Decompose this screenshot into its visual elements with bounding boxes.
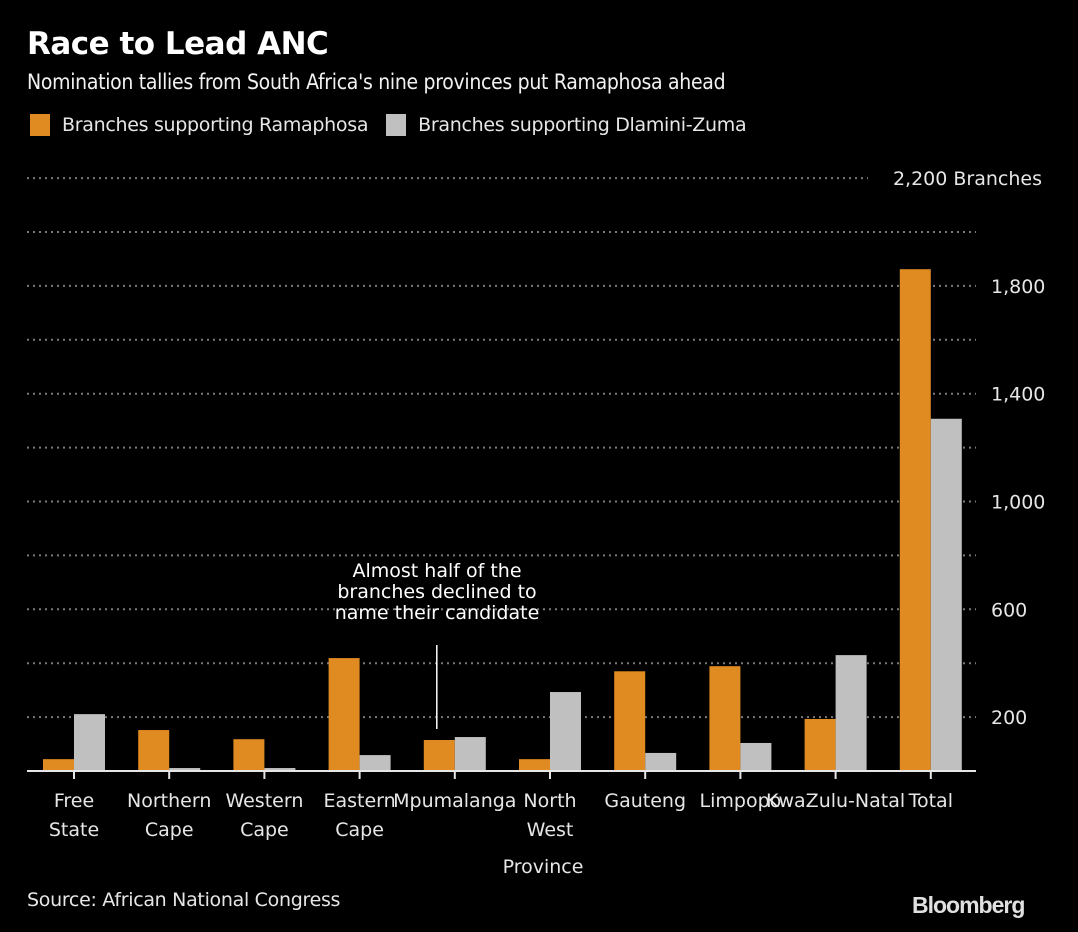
- bar-ramaphosa-0: [43, 759, 74, 771]
- bar-dlamini-zuma-8: [835, 655, 867, 771]
- bar-dlamini-zuma-5: [550, 692, 581, 771]
- legend-item-dlamini-zuma: Branches supporting Dlamini-Zuma: [386, 114, 747, 136]
- annotation-text: branches declined to: [337, 581, 536, 603]
- legend-item-ramaphosa: Branches supporting Ramaphosa: [30, 114, 368, 136]
- x-tick-label: Eastern: [323, 790, 395, 812]
- legend-label-ramaphosa: Branches supporting Ramaphosa: [62, 114, 369, 136]
- bar-ramaphosa-9: [899, 269, 931, 771]
- bar-ramaphosa-3: [328, 658, 360, 771]
- x-tick-label: Total: [908, 790, 953, 812]
- x-axis-title: Province: [503, 856, 584, 878]
- source-note: Source: African National Congress: [27, 889, 341, 911]
- bars: [43, 269, 962, 771]
- legend-swatch-dlamini-zuma: [386, 114, 407, 136]
- x-tick-labels: Free State Northern Cape Western Cape Eastern C…: [49, 790, 953, 841]
- x-tick-label-line2: Cape: [240, 819, 289, 841]
- bar-ramaphosa-5: [519, 759, 550, 771]
- chart-subtitle: Nomination tallies from South Africa's n…: [27, 70, 726, 94]
- bar-dlamini-zuma-3: [359, 755, 391, 771]
- bar-dlamini-zuma-1: [169, 768, 201, 771]
- bar-ramaphosa-6: [614, 671, 646, 771]
- y-tick-label: 200: [991, 707, 1027, 729]
- annotation-text: name their candidate: [335, 602, 540, 624]
- x-tick-label: Free: [54, 790, 94, 812]
- bar-ramaphosa-7: [709, 666, 741, 771]
- gridlines: [27, 177, 976, 719]
- bar-ramaphosa-1: [138, 730, 170, 771]
- y-tick-label: 1,400: [991, 384, 1045, 406]
- legend-swatch-ramaphosa: [30, 114, 50, 136]
- bar-dlamini-zuma-9: [930, 418, 962, 771]
- x-axis: [27, 770, 976, 779]
- bar-dlamini-zuma-4: [454, 737, 486, 771]
- bar-ramaphosa-4: [423, 740, 455, 771]
- x-tick-label: Northern: [127, 790, 211, 812]
- annotation-text: Almost half of the: [352, 560, 521, 582]
- bloomberg-logo: Bloomberg: [912, 892, 1025, 918]
- y-tick-label: 1,000: [991, 492, 1045, 514]
- x-tick-label-line2: Cape: [145, 819, 194, 841]
- bar-ramaphosa-8: [804, 718, 836, 771]
- x-tick-label: North: [523, 790, 576, 812]
- x-tick-label-line2: Cape: [335, 819, 384, 841]
- x-tick-label: Western: [225, 790, 303, 812]
- y-tick-label: 2,200 Branches: [893, 168, 1042, 190]
- bar-dlamini-zuma-7: [740, 742, 772, 771]
- x-tick-label: KwaZulu-Natal: [766, 790, 905, 812]
- x-tick-label-line2: State: [49, 819, 99, 841]
- bar-dlamini-zuma-0: [74, 714, 105, 771]
- chart-title: Race to Lead ANC: [27, 26, 329, 62]
- legend-label-dlamini-zuma: Branches supporting Dlamini-Zuma: [418, 114, 747, 136]
- bar-ramaphosa-2: [233, 739, 265, 771]
- x-tick-label: Gauteng: [604, 790, 686, 812]
- legend: Branches supporting Ramaphosa Branches s…: [30, 114, 764, 136]
- bar-dlamini-zuma-2: [264, 768, 296, 771]
- y-tick-label: 600: [991, 599, 1027, 621]
- bar-dlamini-zuma-6: [645, 752, 677, 771]
- y-tick-labels: 200 600 1,000 1,400 1,800 2,200 Branches: [893, 168, 1045, 729]
- x-tick-label: Mpumalanga: [393, 790, 516, 812]
- x-tick-label-line2: West: [527, 819, 574, 841]
- x-tick-label: Limpopo: [700, 790, 782, 812]
- y-tick-label: 1,800: [991, 276, 1045, 298]
